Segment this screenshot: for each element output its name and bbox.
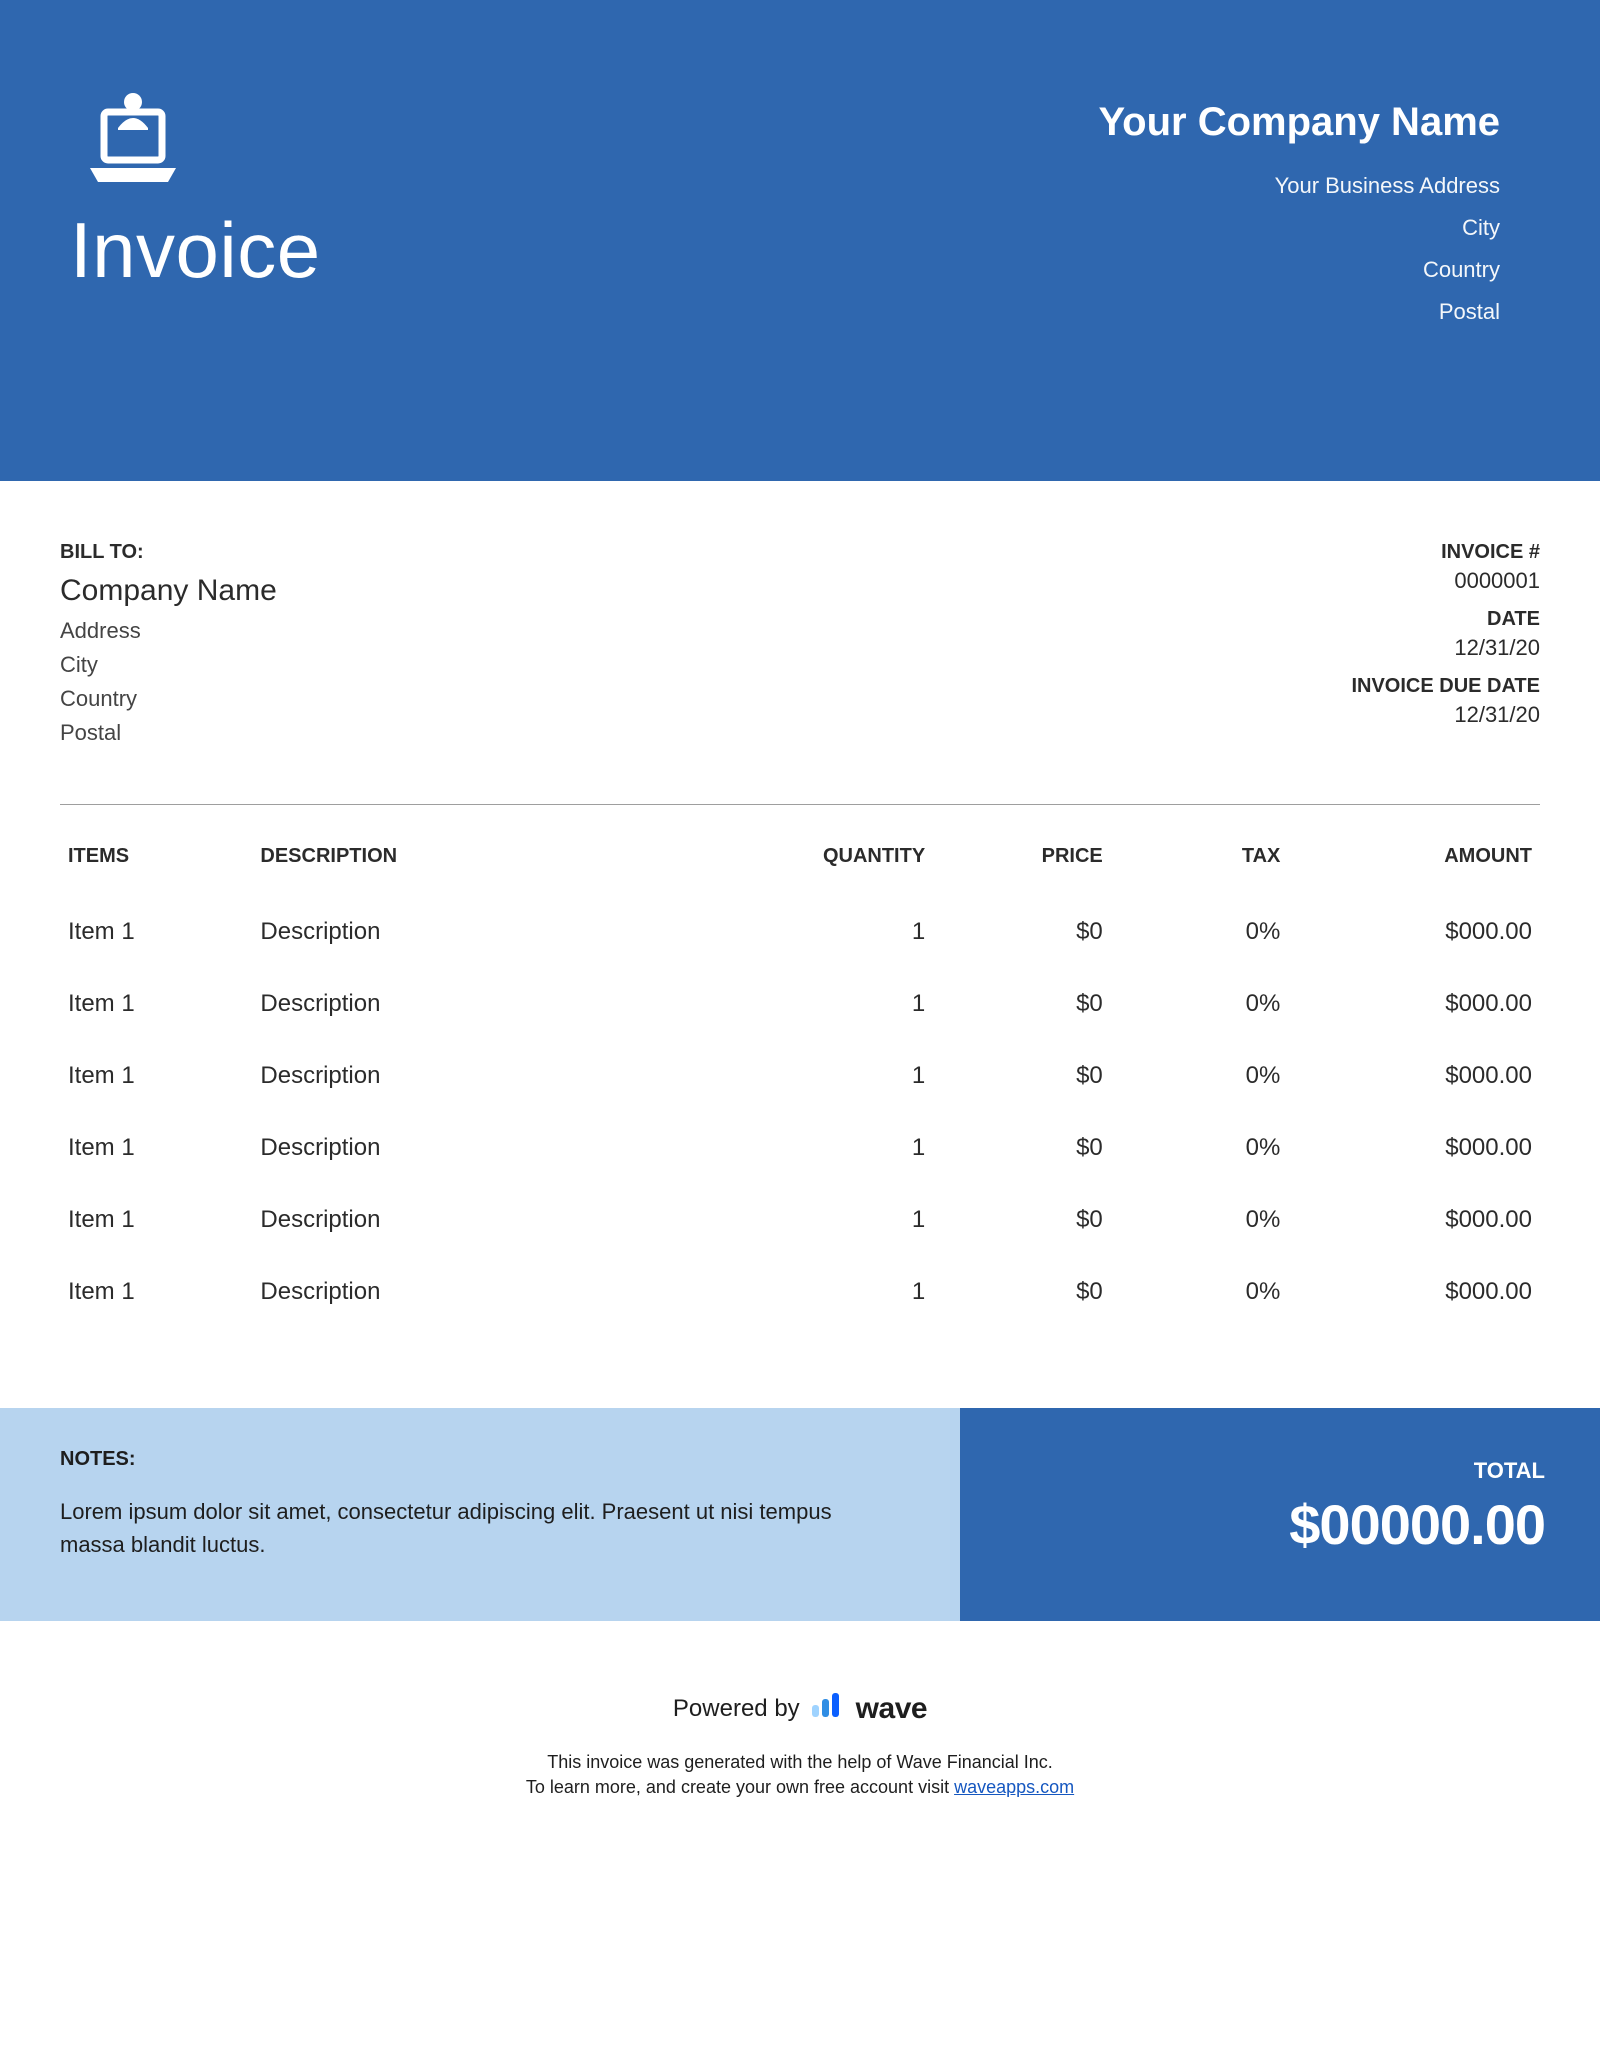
invoice-meta-block: INVOICE # 0000001 DATE 12/31/20 INVOICE …	[1351, 541, 1540, 754]
document-title: Invoice	[70, 205, 321, 296]
cell-quantity: 1	[741, 1184, 933, 1256]
cell-price: $0	[933, 1256, 1111, 1328]
bill-to-address: Address	[60, 618, 277, 644]
bill-to-label: BILL TO:	[60, 541, 277, 564]
company-city: City	[1098, 215, 1500, 241]
company-name: Your Company Name	[1098, 100, 1500, 145]
items-table: ITEMS DESCRIPTION QUANTITY PRICE TAX AMO…	[60, 835, 1540, 1328]
col-amount: AMOUNT	[1288, 835, 1540, 896]
notes-block: NOTES: Lorem ipsum dolor sit amet, conse…	[0, 1408, 960, 1621]
bill-to-country: Country	[60, 686, 277, 712]
invoice-due-date: 12/31/20	[1351, 702, 1540, 728]
invoice-page: Invoice Your Company Name Your Business …	[0, 0, 1600, 1840]
invoice-number: 0000001	[1351, 568, 1540, 594]
wave-logo-icon	[810, 1691, 846, 1726]
cell-price: $0	[933, 1040, 1111, 1112]
table-header-row: ITEMS DESCRIPTION QUANTITY PRICE TAX AMO…	[60, 835, 1540, 896]
company-country: Country	[1098, 257, 1500, 283]
table-row: Item 1Description1$00%$000.00	[60, 1112, 1540, 1184]
invoice-number-label: INVOICE #	[1351, 541, 1540, 564]
bill-to-block: BILL TO: Company Name Address City Count…	[60, 541, 277, 754]
cell-tax: 0%	[1111, 896, 1289, 968]
cell-quantity: 1	[741, 896, 933, 968]
invoice-due-label: INVOICE DUE DATE	[1351, 675, 1540, 698]
col-tax: TAX	[1111, 835, 1289, 896]
cell-description: Description	[252, 1040, 740, 1112]
col-quantity: QUANTITY	[741, 835, 933, 896]
table-row: Item 1Description1$00%$000.00	[60, 968, 1540, 1040]
table-row: Item 1Description1$00%$000.00	[60, 1184, 1540, 1256]
cell-item: Item 1	[60, 1256, 252, 1328]
cell-tax: 0%	[1111, 1184, 1289, 1256]
col-price: PRICE	[933, 835, 1111, 896]
cell-amount: $000.00	[1288, 896, 1540, 968]
bill-to-city: City	[60, 652, 277, 678]
total-value: $00000.00	[1000, 1492, 1545, 1557]
header-band: Invoice Your Company Name Your Business …	[0, 0, 1600, 481]
cell-amount: $000.00	[1288, 1184, 1540, 1256]
cell-amount: $000.00	[1288, 1040, 1540, 1112]
cell-item: Item 1	[60, 1112, 252, 1184]
cell-price: $0	[933, 1112, 1111, 1184]
table-row: Item 1Description1$00%$000.00	[60, 1040, 1540, 1112]
powered-by-text: Powered by	[673, 1695, 800, 1723]
cell-price: $0	[933, 1184, 1111, 1256]
header-left: Invoice	[70, 90, 321, 341]
company-postal: Postal	[1098, 299, 1500, 325]
table-row: Item 1Description1$00%$000.00	[60, 1256, 1540, 1328]
laptop-person-icon	[78, 90, 321, 195]
bill-to-postal: Postal	[60, 720, 277, 746]
cell-item: Item 1	[60, 1184, 252, 1256]
cell-item: Item 1	[60, 968, 252, 1040]
cell-description: Description	[252, 968, 740, 1040]
footer-link[interactable]: waveapps.com	[954, 1777, 1074, 1797]
notes-text: Lorem ipsum dolor sit amet, consectetur …	[60, 1495, 840, 1561]
total-label: TOTAL	[1000, 1458, 1545, 1484]
invoice-date: 12/31/20	[1351, 635, 1540, 661]
cell-amount: $000.00	[1288, 1112, 1540, 1184]
footer-line-2: To learn more, and create your own free …	[60, 1775, 1540, 1800]
invoice-date-label: DATE	[1351, 608, 1540, 631]
bill-to-company: Company Name	[60, 574, 277, 608]
header-right: Your Company Name Your Business Address …	[1098, 90, 1500, 341]
cell-amount: $000.00	[1288, 968, 1540, 1040]
cell-quantity: 1	[741, 1256, 933, 1328]
cell-tax: 0%	[1111, 968, 1289, 1040]
cell-item: Item 1	[60, 1040, 252, 1112]
cell-quantity: 1	[741, 1112, 933, 1184]
cell-price: $0	[933, 968, 1111, 1040]
cell-quantity: 1	[741, 1040, 933, 1112]
cell-item: Item 1	[60, 896, 252, 968]
info-row: BILL TO: Company Name Address City Count…	[0, 481, 1600, 784]
col-description: DESCRIPTION	[252, 835, 740, 896]
items-section: ITEMS DESCRIPTION QUANTITY PRICE TAX AMO…	[0, 805, 1600, 1378]
col-items: ITEMS	[60, 835, 252, 896]
cell-description: Description	[252, 1256, 740, 1328]
notes-label: NOTES:	[60, 1448, 910, 1471]
total-block: TOTAL $00000.00	[960, 1408, 1600, 1621]
cell-description: Description	[252, 1184, 740, 1256]
cell-tax: 0%	[1111, 1112, 1289, 1184]
bottom-band: NOTES: Lorem ipsum dolor sit amet, conse…	[0, 1408, 1600, 1621]
wave-brand-text: wave	[856, 1692, 927, 1726]
company-address: Your Business Address	[1098, 173, 1500, 199]
cell-amount: $000.00	[1288, 1256, 1540, 1328]
cell-quantity: 1	[741, 968, 933, 1040]
cell-tax: 0%	[1111, 1256, 1289, 1328]
powered-by: Powered by wave	[673, 1691, 927, 1726]
footer: Powered by wave This invoice was generat…	[0, 1621, 1600, 1840]
table-row: Item 1Description1$00%$000.00	[60, 896, 1540, 968]
cell-price: $0	[933, 896, 1111, 968]
footer-line-2-text: To learn more, and create your own free …	[526, 1777, 954, 1797]
cell-description: Description	[252, 896, 740, 968]
footer-line-1: This invoice was generated with the help…	[60, 1750, 1540, 1775]
cell-tax: 0%	[1111, 1040, 1289, 1112]
cell-description: Description	[252, 1112, 740, 1184]
